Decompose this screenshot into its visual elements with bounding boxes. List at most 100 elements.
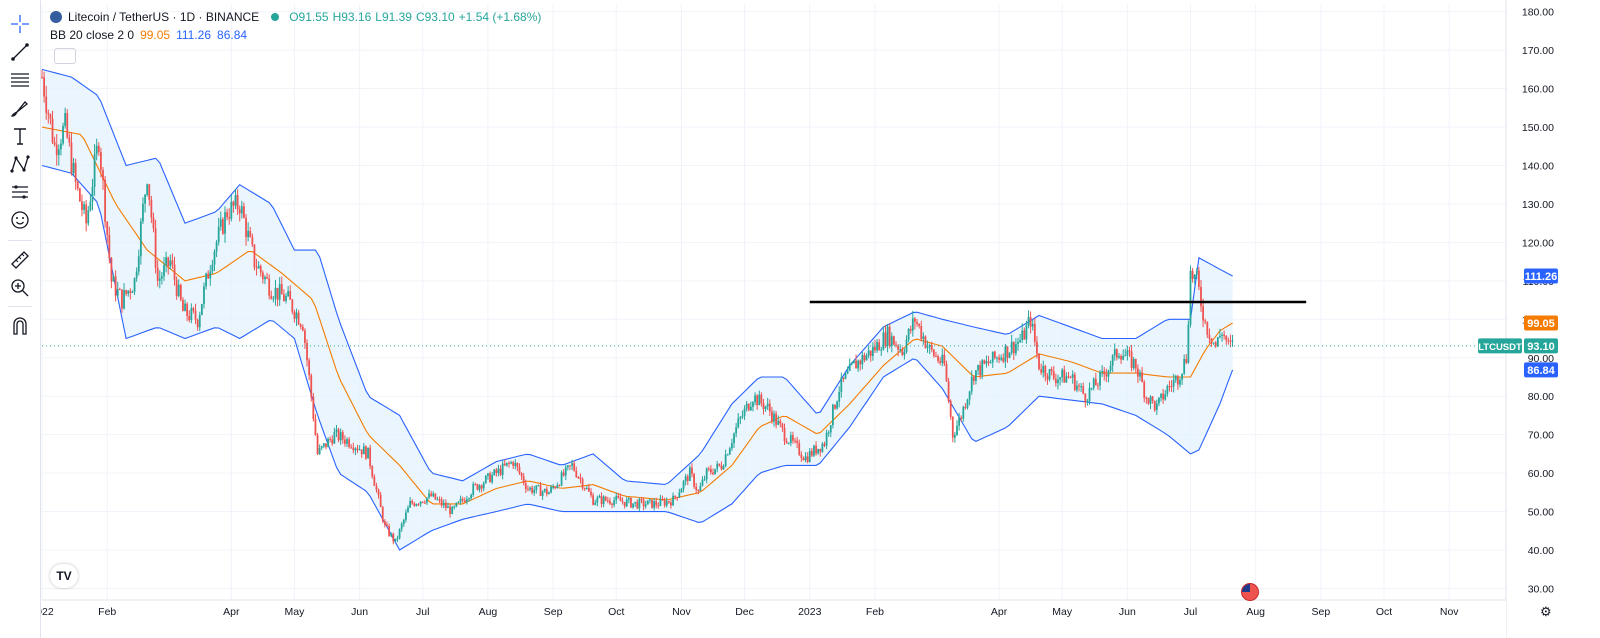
candle-body [775,413,778,425]
candle-body [600,496,603,505]
gear-icon[interactable]: ⚙ [1540,604,1552,619]
price-tag-bg [1524,268,1558,284]
candle-body [691,467,693,474]
candle-body [829,425,832,433]
candle-body [167,257,170,267]
price-tag-label: 86.84 [1527,365,1555,377]
candle-body [144,194,146,204]
brush-icon[interactable] [8,96,32,120]
candle-body [1126,350,1129,356]
time-axis-bg [0,600,1506,638]
candle-body [907,329,910,340]
candle-body [139,221,142,257]
candle-body [867,350,870,356]
candle-body [329,438,332,440]
candle-body [133,278,136,292]
candle-body [1004,346,1007,362]
candle-body [697,490,700,492]
candle-body [81,201,83,210]
candle-body [253,244,256,268]
candle-body [99,152,102,171]
x-tick-label: Oct [608,606,624,618]
candle-body [815,445,817,454]
candle-body [1010,341,1013,353]
candle-body [491,475,494,483]
pattern-icon[interactable] [8,152,32,176]
candle-body [825,432,828,446]
symbol-row: Litecoin / TetherUS · 1D · BINANCE O91.5… [50,8,545,26]
candle-body [1059,377,1061,380]
candle-body [1212,342,1215,344]
indicator-title[interactable]: BB 20 close 2 0 [50,28,135,42]
candle-body [956,425,958,436]
candle-body [175,279,178,296]
zoom-icon[interactable] [8,276,32,300]
candle-body [680,488,683,493]
candle-body [880,349,883,351]
candle-body [564,467,567,476]
candle-body [43,77,46,97]
tradingview-logo[interactable]: TV [50,564,78,588]
candle-body [1176,376,1179,385]
candle-body [552,486,555,488]
candle-body [604,496,607,501]
crosshair-icon[interactable] [8,12,32,36]
candle-body [1172,379,1175,387]
candle-body [455,502,458,507]
candle-body [360,449,363,455]
candle-body [653,501,656,508]
candle-body [135,271,138,279]
candle-body [1036,341,1038,354]
symbol-title[interactable]: Litecoin / TetherUS · 1D · BINANCE [68,10,260,24]
candle-body [459,498,462,502]
candle-body [230,201,233,219]
candle-body [322,443,325,447]
trend-line-icon[interactable] [8,40,32,64]
forecast-icon[interactable] [8,180,32,204]
candle-body [457,501,460,503]
candle-body [205,273,207,287]
ruler-icon[interactable] [8,248,32,272]
candle-body [1128,350,1131,352]
candle-body [465,499,468,502]
candle-body [773,413,775,422]
candle-body [417,504,420,506]
candle-body [341,432,344,440]
emoji-icon[interactable] [8,208,32,232]
candle-body [102,170,104,180]
candle-body [1067,376,1070,378]
candle-body [903,351,906,355]
symbol-tag-bg [1478,338,1522,354]
candle-body [247,230,250,238]
magnet-icon[interactable] [8,314,32,338]
us-flag-icon[interactable] [1241,583,1259,601]
candle-body [1174,376,1177,380]
text-icon[interactable] [8,124,32,148]
candle-body [295,312,298,319]
candle-body [853,360,855,364]
candle-body [897,345,900,350]
collapse-legend-button[interactable] [54,48,76,64]
candle-body [89,201,92,211]
fib-icon[interactable] [8,68,32,92]
candle-body [714,468,717,475]
candle-body [60,143,62,150]
candle-body [667,500,670,503]
candle-body [1151,396,1154,401]
candle-body [1103,370,1106,375]
candle-body [768,403,771,412]
candle-body [808,450,811,462]
candle-body [1130,351,1133,369]
candle-body [991,351,994,363]
candle-body [169,260,172,267]
candle-body [524,483,527,490]
candle-body [718,463,721,466]
market-status-icon [271,13,280,21]
candle-body [278,284,281,300]
candle-body [741,415,744,418]
candle-body [810,450,813,456]
candle-body [127,290,130,294]
candle-body [726,454,729,456]
